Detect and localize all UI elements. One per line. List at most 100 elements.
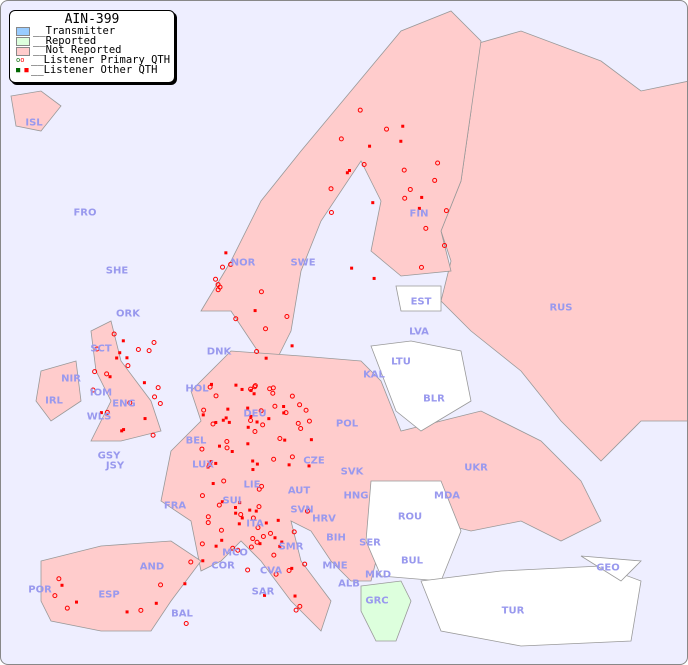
listener-other-marker	[350, 266, 354, 270]
listener-primary-marker	[138, 607, 144, 613]
listener-primary-marker	[328, 186, 334, 192]
listener-other-marker	[371, 201, 375, 205]
country-label-isl: ISL	[25, 117, 43, 129]
country-label-wls: WLS	[86, 411, 112, 423]
country-label-geo: GEO	[596, 562, 620, 574]
listener-primary-marker	[338, 136, 344, 142]
listener-other-marker	[273, 536, 277, 540]
listener-other-marker	[226, 407, 230, 411]
country-label-pol: POL	[335, 418, 359, 430]
listener-other-marker	[255, 420, 259, 424]
listener-primary-marker	[361, 161, 367, 167]
listener-primary-marker	[104, 409, 110, 415]
country-label-alb: ALB	[338, 578, 360, 590]
listener-other-marker	[253, 309, 257, 313]
listener-primary-marker	[402, 195, 408, 201]
listener-primary-marker	[284, 314, 290, 320]
listener-primary-marker	[289, 454, 295, 460]
listener-primary-marker	[260, 533, 266, 539]
listener-other-marker	[234, 505, 238, 509]
listener-other-marker	[120, 429, 124, 433]
listener-primary-marker	[224, 438, 230, 444]
country-label-swe: SWE	[290, 257, 316, 269]
listener-primary-marker	[384, 126, 390, 132]
listener-other-marker	[255, 462, 259, 466]
listener-other-marker	[108, 375, 112, 379]
listener-primary-marker	[230, 545, 236, 551]
listener-primary-marker	[199, 541, 205, 547]
listener-other-marker	[278, 544, 282, 548]
country-label-lva: LVA	[409, 326, 429, 338]
listener-other-marker	[251, 459, 255, 463]
legend-item-other-qth: ■ ■ __Listener Other QTH	[16, 63, 158, 76]
country-label-deu: DEU	[243, 408, 267, 420]
country-label-iom: IOM	[89, 387, 113, 399]
listener-primary-marker	[146, 348, 152, 354]
listener-other-marker	[118, 351, 122, 355]
listener-other-marker	[276, 518, 280, 522]
listener-other-marker	[224, 251, 228, 255]
listener-other-marker	[211, 482, 215, 486]
listener-other-marker	[307, 464, 311, 468]
listener-primary-marker	[248, 418, 254, 424]
listener-primary-marker	[205, 514, 211, 520]
country-label-jsy: JSY	[105, 460, 125, 472]
country-label-irl: IRL	[45, 395, 63, 407]
country-label-and: AND	[139, 561, 165, 573]
country-label-ita: ITA	[246, 518, 264, 530]
country-label-dnk: DNK	[206, 346, 232, 358]
land-belarus-baltic	[370, 340, 472, 432]
country-label-hng: HNG	[343, 490, 369, 502]
land-iceland	[10, 90, 62, 132]
listener-other-marker	[240, 516, 244, 520]
listener-other-marker	[60, 583, 64, 587]
listener-primary-marker	[277, 436, 283, 442]
listener-other-marker	[282, 411, 286, 415]
country-label-hol: HOL	[185, 383, 209, 395]
listener-other-marker	[368, 144, 372, 148]
listener-other-marker	[263, 593, 267, 597]
listener-other-marker	[251, 468, 255, 472]
country-label-kal: KAL	[363, 369, 385, 381]
listener-other-marker	[267, 417, 271, 421]
listener-primary-marker	[258, 289, 264, 295]
listener-primary-marker	[151, 340, 157, 346]
listener-primary-marker	[306, 418, 312, 424]
listener-primary-marker	[213, 276, 219, 282]
listener-other-marker	[209, 382, 213, 386]
listener-other-marker	[220, 538, 224, 542]
listener-primary-marker	[293, 607, 299, 613]
land-greece	[360, 580, 412, 642]
land-georgia	[580, 555, 642, 582]
listener-primary-marker	[254, 349, 260, 355]
country-label-gsy: GSY	[97, 450, 121, 462]
land-estonia	[395, 285, 442, 312]
country-label-fin: FIN	[409, 208, 429, 220]
listener-primary-marker	[155, 385, 161, 391]
country-label-svk: SVK	[340, 466, 364, 478]
listener-primary-marker	[207, 461, 213, 467]
listener-primary-marker	[183, 621, 189, 627]
country-label-lux: LUX	[192, 459, 214, 471]
listener-other-marker	[75, 600, 79, 604]
listener-primary-marker	[255, 525, 261, 531]
listener-other-marker	[246, 442, 250, 446]
listener-primary-marker	[298, 426, 304, 432]
listener-other-marker	[121, 339, 125, 343]
country-label-sui: SUI	[222, 495, 242, 507]
listener-other-marker	[237, 522, 241, 526]
listener-primary-marker	[272, 403, 278, 409]
listener-other-marker	[115, 356, 119, 360]
listener-primary-marker	[207, 384, 213, 390]
listener-other-marker	[283, 438, 287, 442]
legend-title: AIN-399	[64, 12, 120, 27]
listener-primary-marker	[152, 394, 158, 400]
country-label-grc: GRC	[365, 595, 389, 607]
legend-item-transmitter: __Transmitter	[10, 26, 174, 37]
listener-other-marker	[290, 344, 294, 348]
listener-primary-marker	[238, 512, 244, 518]
listener-other-marker	[246, 406, 250, 410]
listener-primary-marker	[407, 186, 413, 192]
listener-other-marker	[214, 420, 218, 424]
listener-primary-marker	[220, 264, 226, 270]
